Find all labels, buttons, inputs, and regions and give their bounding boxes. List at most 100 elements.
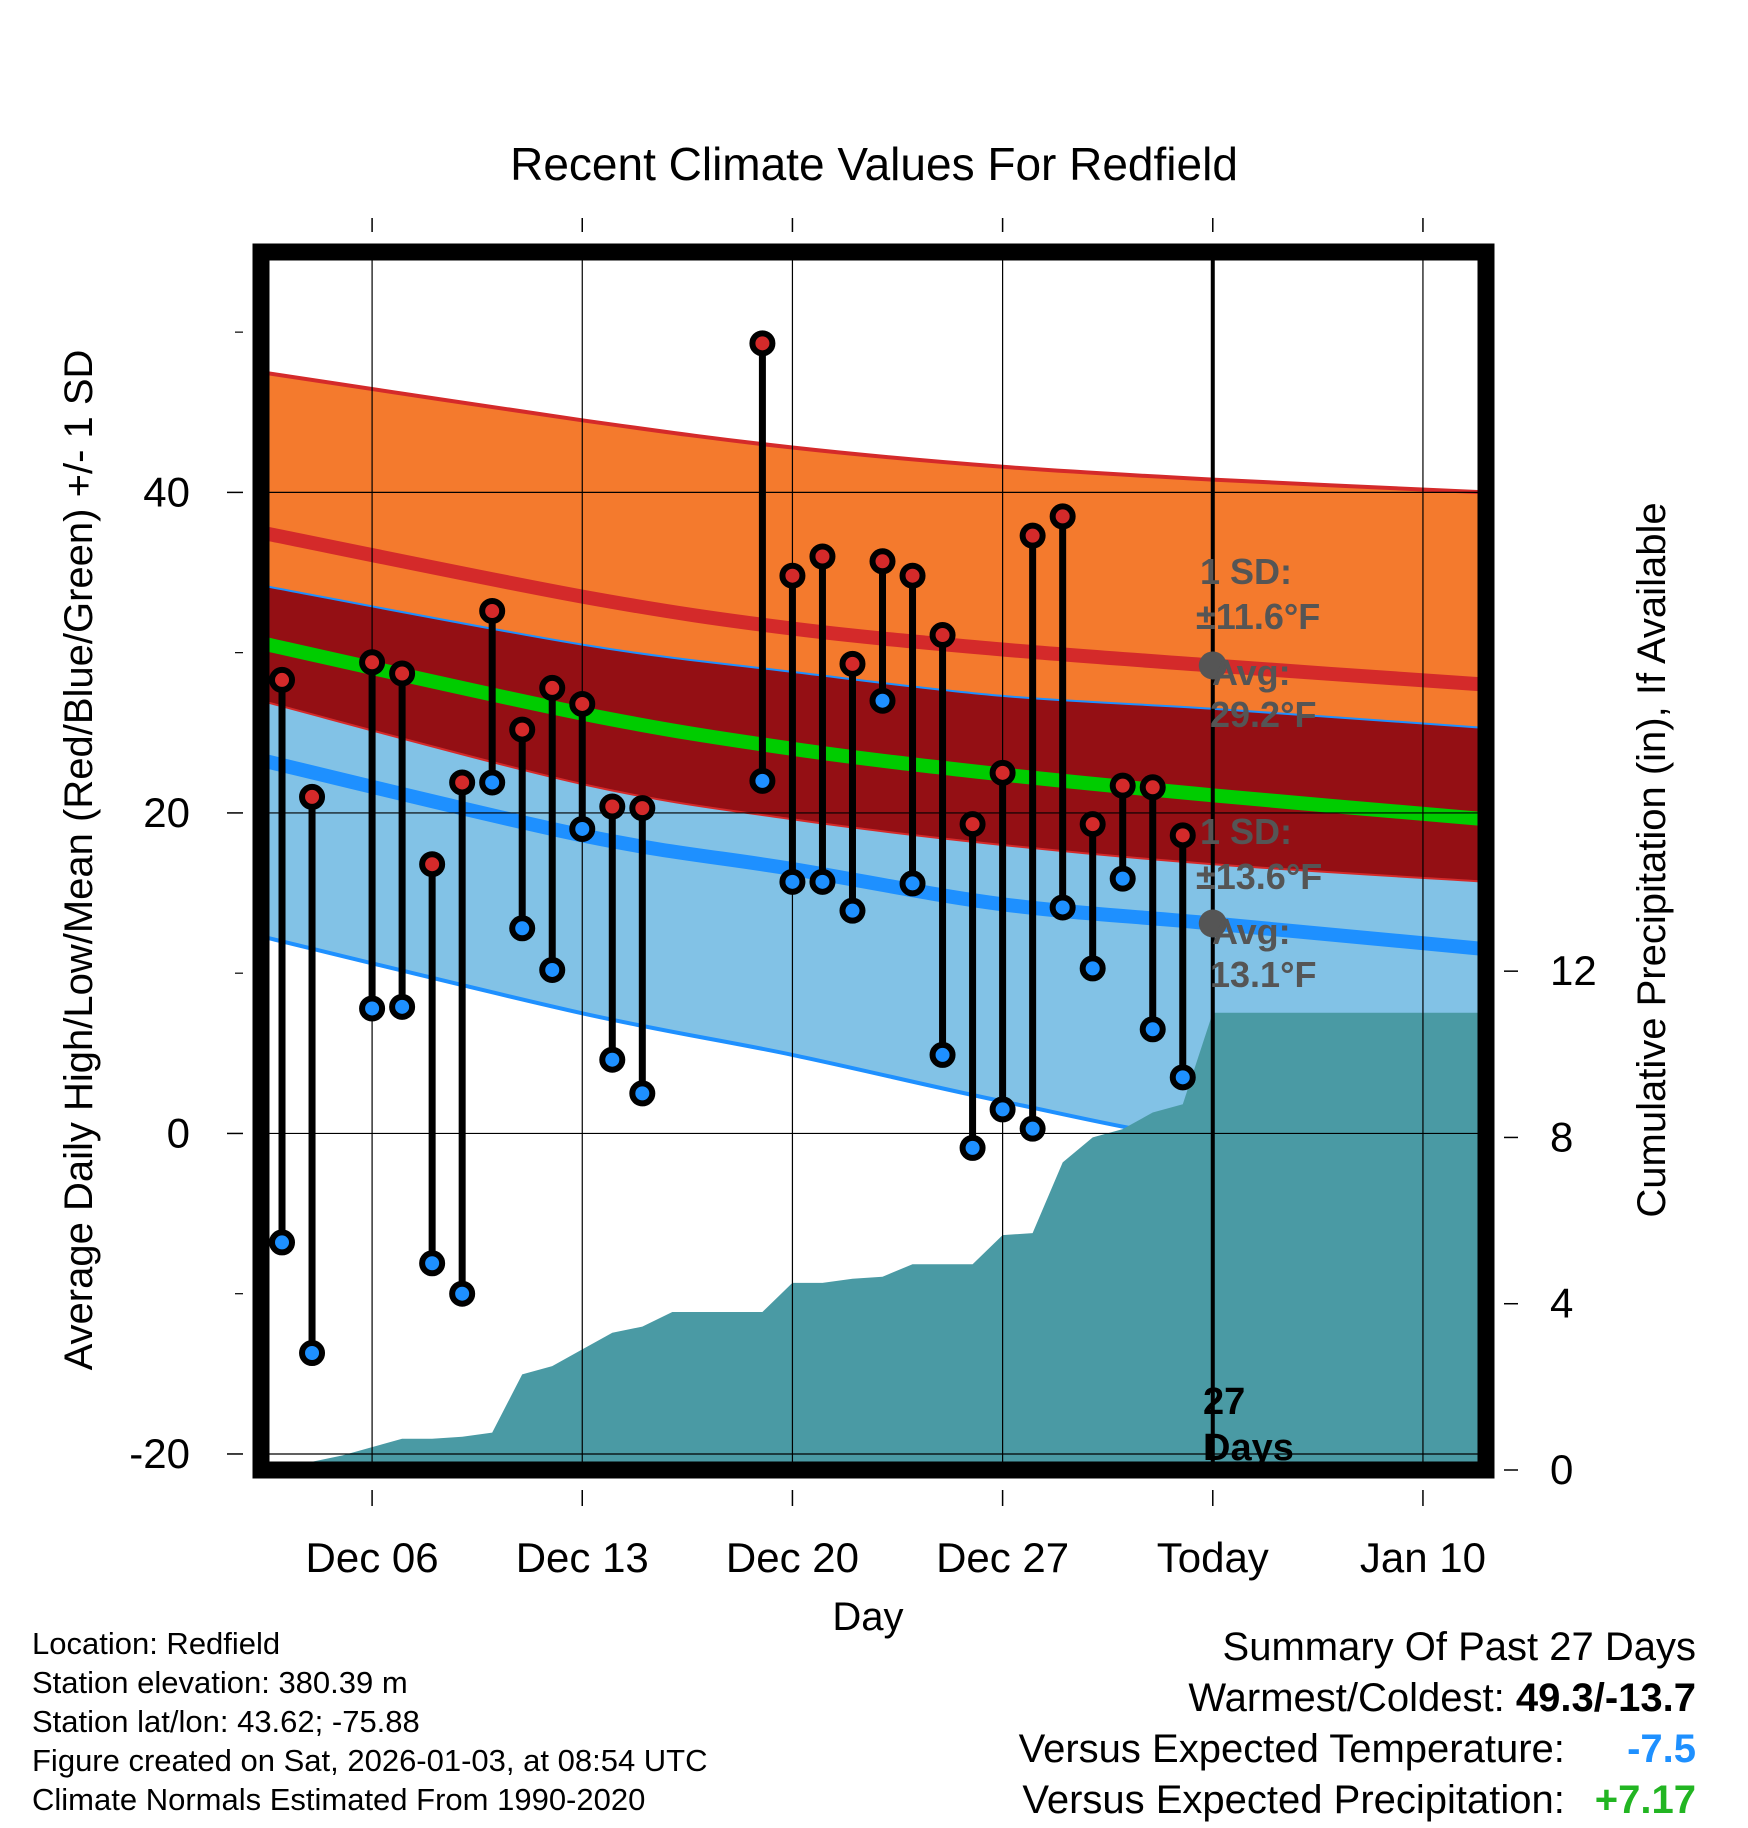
daily-high-point: [899, 562, 926, 589]
temp-value: -7.5: [1627, 1727, 1696, 1771]
y-tick-label: 0: [167, 1109, 190, 1156]
normal-high-marker: [1198, 651, 1227, 680]
daily-high-point: [599, 793, 626, 820]
daily-high-point: [269, 666, 296, 693]
y-tick-label: 40: [143, 468, 190, 515]
daily-low-point: [299, 1340, 326, 1367]
normal-low-line: [261, 753, 1486, 957]
annotations: 1 SD: ±11.6°F Avg: 29.2°F 1 SD: ±13.6°F …: [1196, 551, 1322, 1469]
axes: Dec 06 Dec 13 Dec 20 Dec 27 Today Jan 10 -20 0 2…: [129, 218, 1597, 1581]
low-avg-label: Avg:: [1212, 911, 1291, 952]
daily-low-point: [539, 956, 566, 983]
daily-low-point: [929, 1041, 956, 1068]
daily-high-point: [449, 769, 476, 796]
daily-high-point: [749, 330, 776, 357]
daily-high-point: [479, 597, 506, 624]
warmest-label: Warmest/Coldest:: [1188, 1676, 1505, 1720]
daily-low-point: [419, 1250, 446, 1277]
daily-low-point: [269, 1229, 296, 1256]
daily-low-point: [869, 687, 896, 714]
daily-low-point: [989, 1096, 1016, 1123]
precip-tick-label: 4: [1550, 1280, 1573, 1327]
precip-label: Versus Expected Precipitation:: [1022, 1778, 1565, 1822]
warmest-value: 49.3/-13.7: [1515, 1676, 1696, 1720]
daily-high-point: [1019, 522, 1046, 549]
precip-tick-label: 12: [1550, 947, 1597, 994]
chart-title: Recent Climate Values For Redfield: [510, 138, 1238, 190]
daily-high-point: [359, 649, 386, 676]
x-tick-label: Dec 13: [516, 1534, 649, 1581]
daily-high-point: [839, 650, 866, 677]
daily-low-point: [779, 868, 806, 895]
daily-low-point: [1169, 1064, 1196, 1091]
days-count: 27: [1203, 1381, 1245, 1423]
daily-low-point: [959, 1134, 986, 1161]
daily-high-point: [569, 690, 596, 717]
x-tick-label: Dec 27: [936, 1534, 1069, 1581]
y-tick-label: 20: [143, 789, 190, 836]
daily-low-point: [749, 767, 776, 794]
daily-low-point: [479, 769, 506, 796]
axis-labels: Day Average Daily High/Low/Mean (Red/Blu…: [57, 350, 1674, 1639]
precip-area: [267, 1012, 1486, 1470]
daily-high-point: [629, 795, 656, 822]
y-axis-label-left: Average Daily High/Low/Mean (Red/Blue/Gr…: [57, 350, 101, 1371]
y-tick-label: -20: [129, 1430, 190, 1477]
high-sd-value: ±11.6°F: [1196, 596, 1320, 637]
daily-low-point: [809, 868, 836, 895]
low-sd-value: ±13.6°F: [1196, 856, 1322, 897]
x-tick-label: Jan 10: [1360, 1534, 1486, 1581]
daily-high-point: [1049, 503, 1076, 530]
x-axis-label: Day: [832, 1595, 903, 1639]
daily-low-point: [1049, 894, 1076, 921]
high-avg-label: Avg:: [1212, 652, 1291, 693]
normal-low-marker: [1198, 909, 1227, 938]
high-sd-label: 1 SD:: [1200, 551, 1292, 592]
daily-low-point: [389, 993, 416, 1020]
data-marks: [269, 252, 1227, 1470]
daily-high-point: [1079, 811, 1106, 838]
daily-low-point: [509, 915, 536, 942]
info-created: Figure created on Sat, 2026-01-03, at 08…: [32, 1743, 708, 1778]
daily-high-point: [419, 851, 446, 878]
daily-low-point: [629, 1080, 656, 1107]
daily-high-point: [929, 622, 956, 649]
x-tick-label: Today: [1157, 1534, 1269, 1581]
temp-label: Versus Expected Temperature:: [1018, 1727, 1565, 1771]
overlap-band: [261, 585, 1486, 882]
x-tick-label: Dec 20: [726, 1534, 859, 1581]
daily-high-point: [989, 759, 1016, 786]
plot-frame: [252, 243, 1495, 1479]
days-word: Days: [1203, 1427, 1294, 1469]
precip-tick-label: 8: [1550, 1113, 1573, 1160]
summary-precip-row: Versus Expected Precipitation: +7.17: [1019, 1775, 1696, 1826]
daily-high-point: [299, 783, 326, 810]
precip-value: +7.17: [1594, 1778, 1696, 1822]
daily-low-point: [569, 815, 596, 842]
daily-high-point: [389, 660, 416, 687]
daily-low-point: [899, 870, 926, 897]
summary-title: Summary Of Past 27 Days: [1222, 1625, 1696, 1669]
high-plus-sd-line: [261, 370, 1486, 495]
high-avg-value: 29.2°F: [1210, 694, 1316, 735]
low-sd-label: 1 SD:: [1200, 811, 1292, 852]
daily-high-point: [809, 543, 836, 570]
daily-high-point: [779, 562, 806, 589]
daily-low-point: [1079, 955, 1106, 982]
daily-low-point: [1019, 1115, 1046, 1142]
info-location: Location: Redfield: [32, 1626, 281, 1661]
station-info: Location: Redfield Station elevation: 38…: [32, 1624, 708, 1819]
daily-high-point: [869, 548, 896, 575]
summary-warmest-row: Warmest/Coldest: 49.3/-13.7: [1019, 1673, 1696, 1724]
daily-low-point: [1109, 865, 1136, 892]
daily-high-point: [509, 716, 536, 743]
low-plus-sd-line: [261, 699, 1486, 883]
daily-high-point: [1109, 772, 1136, 799]
daily-low-point: [359, 995, 386, 1022]
daily-high-point: [1169, 822, 1196, 849]
info-normals: Climate Normals Estimated From 1990-2020: [32, 1782, 646, 1817]
info-elevation: Station elevation: 380.39 m: [32, 1665, 408, 1700]
summary-panel: Summary Of Past 27 Days Warmest/Coldest:…: [1019, 1622, 1696, 1826]
plot-area: [261, 370, 1486, 1470]
